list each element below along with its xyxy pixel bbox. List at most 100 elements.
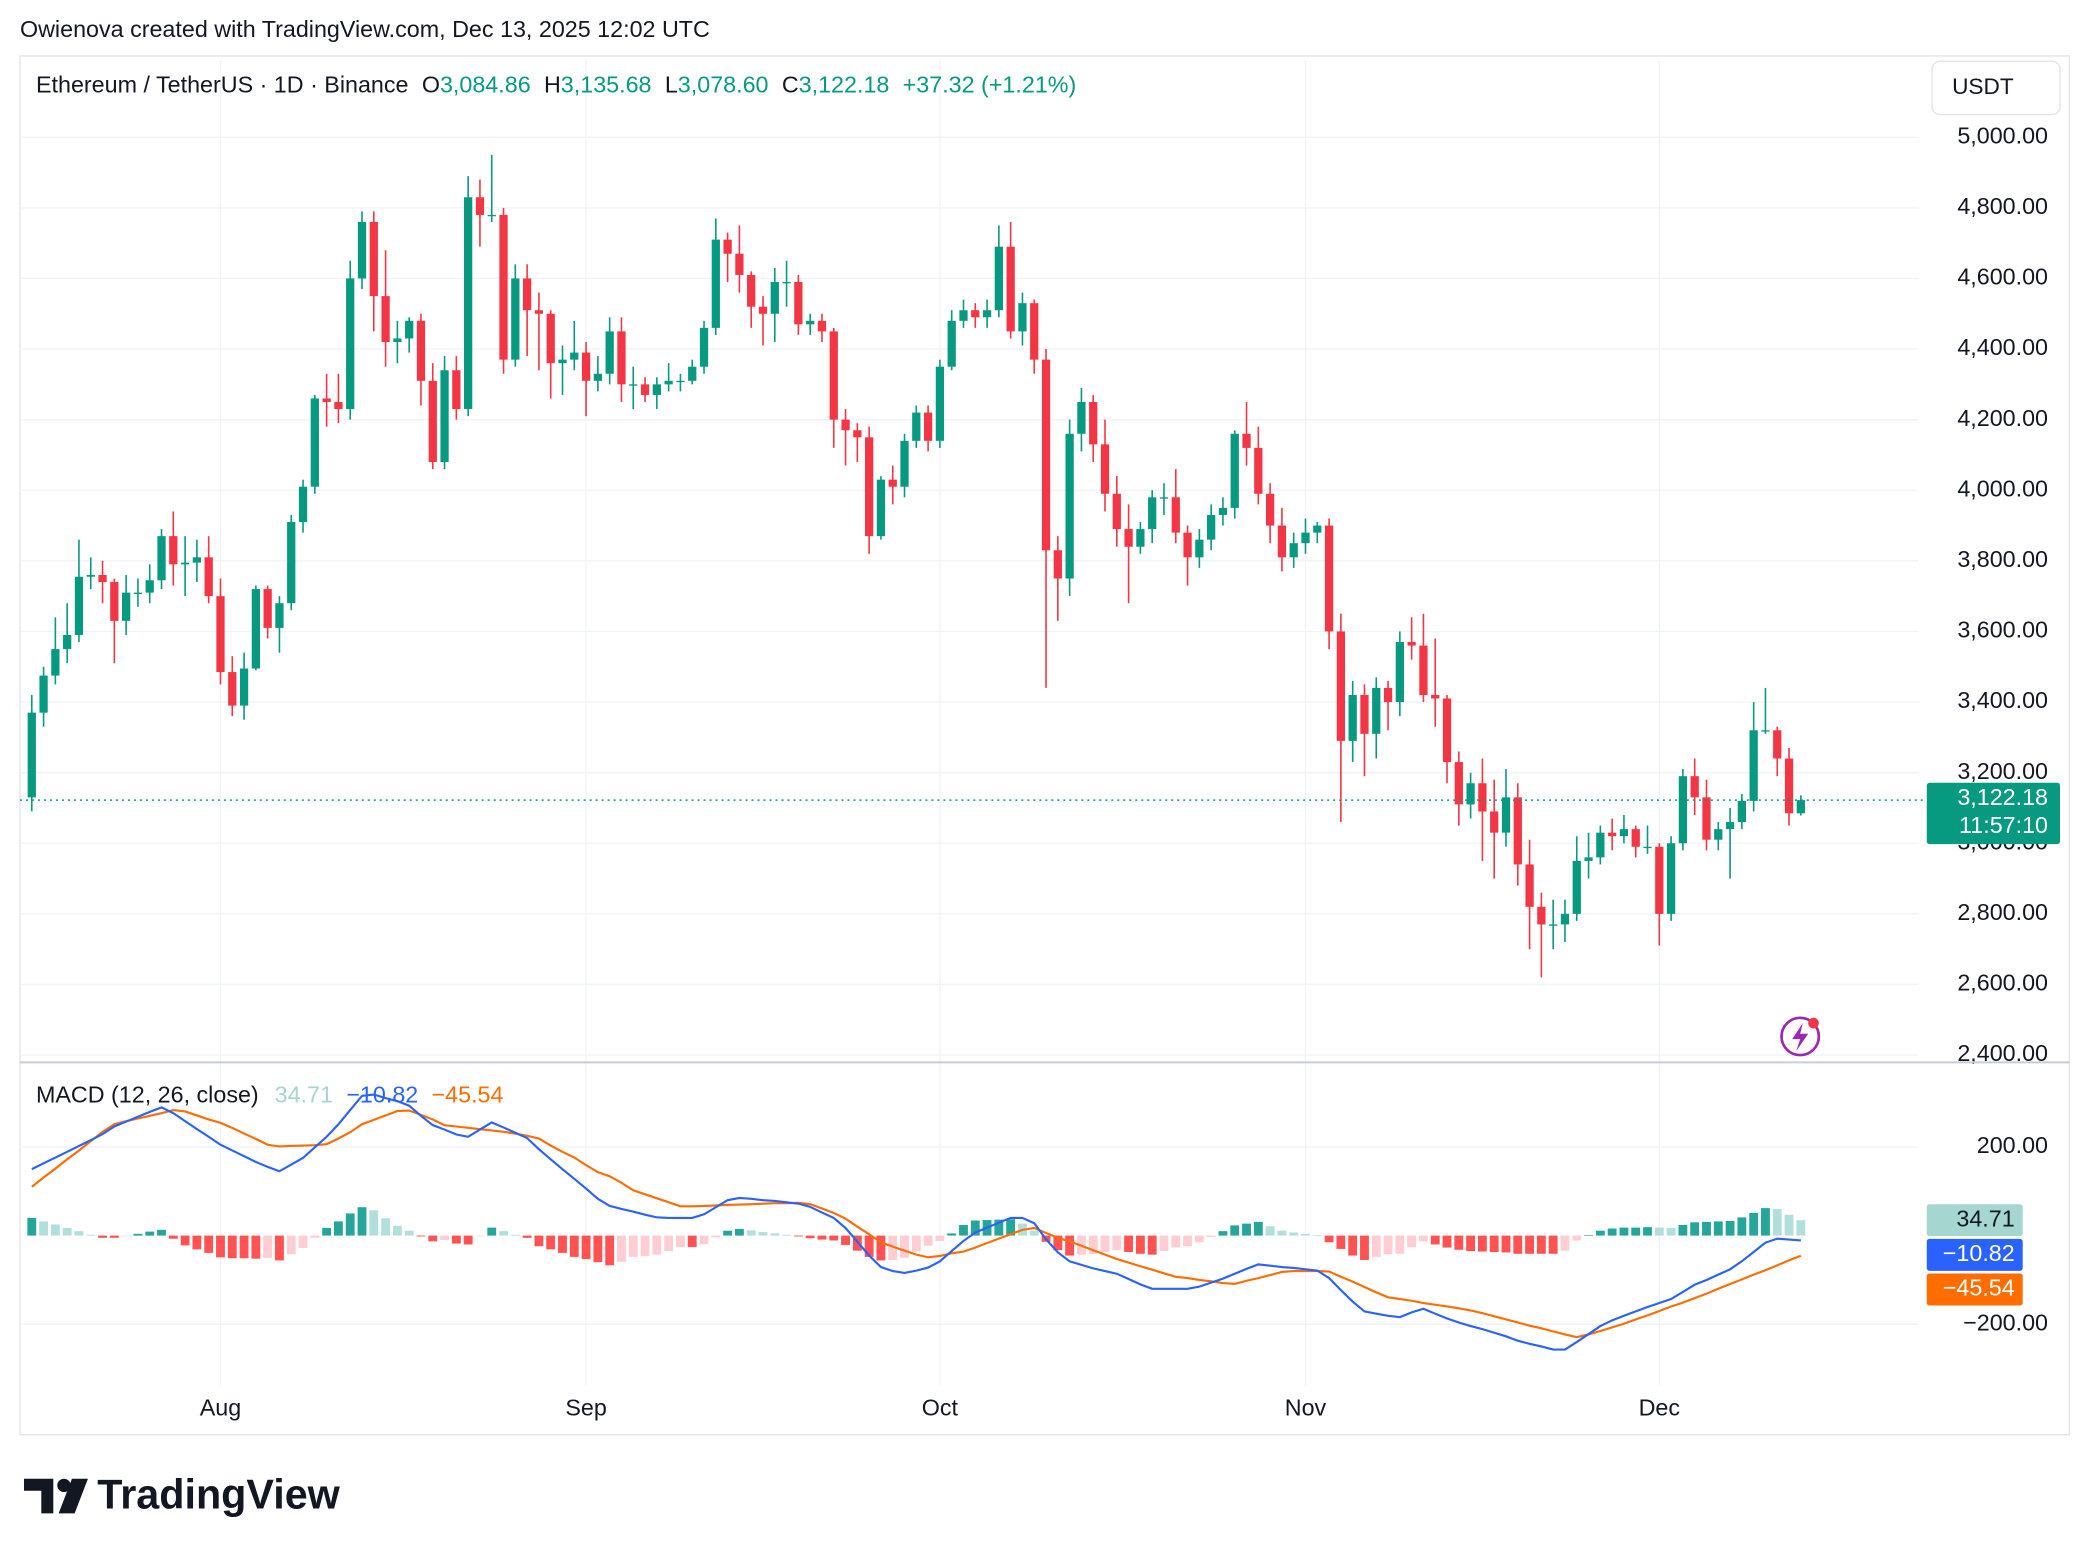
candle-body <box>63 634 72 650</box>
candle-body <box>180 562 190 565</box>
histogram-bar <box>1395 1235 1405 1254</box>
histogram-bar <box>428 1235 438 1242</box>
grid: Aug Sep Oct Nov Dec2,400.002,600.002,800.003… <box>19 59 2048 1421</box>
chart-frame <box>19 55 2071 1436</box>
candle-body <box>829 331 838 420</box>
histogram-bar <box>499 1231 508 1236</box>
histogram-bar <box>1761 1208 1770 1236</box>
histogram-bar <box>62 1228 72 1236</box>
histogram-bar <box>1301 1233 1310 1236</box>
histogram-bar <box>275 1235 284 1261</box>
histogram-bar <box>652 1235 662 1255</box>
candle-body <box>1466 783 1475 805</box>
histogram-bar <box>416 1235 426 1237</box>
histogram-bar <box>157 1229 166 1236</box>
x-tick-label: Aug <box>200 1395 241 1421</box>
candle-body <box>1383 687 1393 703</box>
candle-body <box>593 373 603 381</box>
histogram-bar <box>1560 1235 1570 1251</box>
candle-body <box>122 592 131 621</box>
legend-value: 3,135.68 <box>561 72 652 98</box>
candle-body <box>1490 811 1499 833</box>
histogram-bar <box>239 1235 249 1259</box>
histogram-bar <box>640 1235 650 1256</box>
histogram-tag-label: 34.71 <box>1956 1205 2014 1231</box>
histogram-bar <box>723 1230 733 1236</box>
histogram-bar <box>510 1234 520 1236</box>
candle-body <box>204 557 213 597</box>
candle-body <box>806 320 815 325</box>
histogram-bar <box>1371 1235 1381 1257</box>
histogram-bar <box>1454 1235 1464 1250</box>
histogram-bar <box>1006 1219 1016 1236</box>
price-legend: Ethereum / TetherUS · 1D · Binance O3,084… <box>36 72 1076 98</box>
histogram-bar <box>1548 1235 1558 1254</box>
candle-body <box>1171 497 1180 533</box>
histogram-bar <box>687 1235 697 1248</box>
candle-body <box>1631 829 1640 847</box>
legend-change: +37.32 (+1.21%) <box>903 72 1077 98</box>
logo-slash <box>58 1478 88 1514</box>
candle-body <box>1242 433 1251 448</box>
candle-body <box>98 574 107 583</box>
candle-body <box>405 320 414 339</box>
candle-body <box>570 352 579 360</box>
candle-body <box>369 221 378 297</box>
candle-body <box>581 352 591 381</box>
alert-icon[interactable] <box>1780 1016 1821 1057</box>
histogram-bar <box>1383 1235 1393 1255</box>
candle-body <box>1148 497 1157 530</box>
histogram-bar <box>98 1235 107 1238</box>
last-price-tag <box>1926 782 2061 845</box>
candle-body <box>357 221 367 279</box>
histogram-bar <box>1666 1228 1676 1236</box>
x-tick-label: Sep <box>565 1395 606 1421</box>
histogram-bar <box>1643 1227 1652 1236</box>
candle-body <box>74 576 84 635</box>
histogram-bar <box>475 1235 485 1237</box>
currency-label: USDT <box>1952 74 2014 99</box>
candle-body <box>1077 402 1086 434</box>
histogram-bar <box>1749 1212 1759 1236</box>
histogram-tag <box>1926 1204 2023 1237</box>
candle-body <box>1136 529 1145 547</box>
histogram-bar <box>286 1235 296 1255</box>
candle-body <box>688 366 697 381</box>
y-tick-label: 2,600.00 <box>1957 970 2048 996</box>
histogram-bar <box>39 1221 48 1236</box>
y-tick-label: 2,800.00 <box>1957 899 2048 925</box>
candle-body <box>216 596 225 673</box>
macd-value: −10.82 <box>346 1082 418 1108</box>
histogram-bar <box>758 1232 768 1236</box>
x-tick-label: Nov <box>1285 1395 1327 1421</box>
candle-body <box>263 589 272 628</box>
candle-body <box>1348 694 1357 741</box>
candle-body <box>1419 645 1428 695</box>
histogram-bar <box>1784 1214 1794 1236</box>
histogram-bar <box>145 1231 155 1236</box>
candle-body <box>1537 906 1546 925</box>
currency-button[interactable] <box>1931 60 2061 116</box>
histogram-bar <box>593 1235 603 1263</box>
histogram-bar <box>1218 1231 1228 1236</box>
candle-body <box>416 320 426 381</box>
histogram-bar <box>1242 1223 1251 1236</box>
candle-body <box>511 278 520 360</box>
candle-body <box>1690 776 1699 798</box>
candle-body <box>1678 776 1688 844</box>
histogram-bar <box>817 1235 827 1240</box>
candle-body <box>994 246 1003 311</box>
histogram-bar <box>357 1207 367 1236</box>
currency-box[interactable]: USDT <box>1931 60 2061 116</box>
histogram-bar <box>605 1235 615 1266</box>
candle-body <box>1336 631 1346 741</box>
histogram-bar <box>1466 1235 1476 1252</box>
candle-body <box>1596 832 1605 858</box>
candle-body <box>782 281 791 284</box>
histogram-bar <box>1607 1228 1617 1236</box>
candle-body <box>817 320 827 332</box>
legend-value: 3,122.18 <box>799 72 890 98</box>
candle-body <box>1643 846 1652 849</box>
